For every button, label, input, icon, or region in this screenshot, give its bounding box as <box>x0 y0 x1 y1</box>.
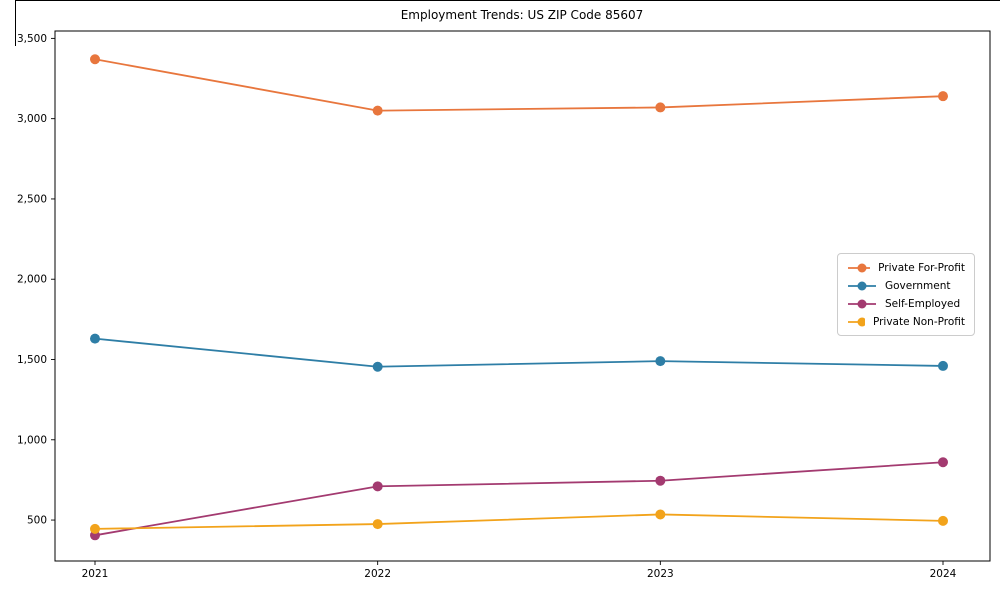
y-tick-label: 1,000 <box>17 434 47 446</box>
chart-title: Employment Trends: US ZIP Code 85607 <box>401 8 644 22</box>
data-point <box>372 361 383 372</box>
legend-item-label: Private For-Profit <box>878 262 965 274</box>
data-point <box>938 515 948 526</box>
legend-marker-icon <box>848 299 876 309</box>
y-tick-label: 2,000 <box>17 274 47 286</box>
window-border-top <box>15 0 1000 1</box>
plot-border <box>54 30 991 562</box>
legend-item: Private Non-Profit <box>847 316 965 328</box>
y-tick-label: 3,000 <box>17 113 47 125</box>
data-point <box>372 105 383 116</box>
data-point <box>372 519 383 530</box>
x-tick-label: 2022 <box>364 568 391 580</box>
legend-item-label: Private Non-Profit <box>872 316 965 328</box>
series-line-1 <box>94 337 944 368</box>
data-point <box>372 481 383 492</box>
data-point <box>655 509 666 520</box>
legend-item-label: Self-Employed <box>885 298 961 310</box>
data-point <box>655 356 666 367</box>
legend-item: Private For-Profit <box>847 262 965 274</box>
legend-marker-icon <box>848 263 871 273</box>
x-tick-label: 2021 <box>82 568 109 580</box>
data-point <box>938 360 948 371</box>
data-point <box>655 102 666 113</box>
legend-marker-icon <box>848 317 865 327</box>
legend-item: Government <box>847 280 965 292</box>
data-point <box>655 475 666 486</box>
window-border-left <box>15 0 16 46</box>
series-line-0 <box>94 58 944 112</box>
x-tick-label: 2023 <box>647 568 674 580</box>
y-tick-label: 3,500 <box>17 33 47 45</box>
series-line-3 <box>94 513 944 530</box>
y-tick-label: 1,500 <box>17 354 47 366</box>
x-tick-label: 2024 <box>930 568 957 580</box>
legend: Private For-Profit Government Self-Employe… <box>837 253 975 336</box>
legend-item-label: Government <box>885 280 951 292</box>
data-point <box>938 457 948 468</box>
series-line-2 <box>94 461 944 537</box>
y-tick-label: 2,500 <box>17 193 47 205</box>
data-point <box>90 54 100 65</box>
legend-marker-icon <box>848 281 876 291</box>
y-tick-label: 500 <box>27 515 47 527</box>
data-point <box>90 333 100 344</box>
data-point <box>90 523 100 534</box>
data-point <box>938 91 948 102</box>
legend-item: Self-Employed <box>847 298 965 310</box>
